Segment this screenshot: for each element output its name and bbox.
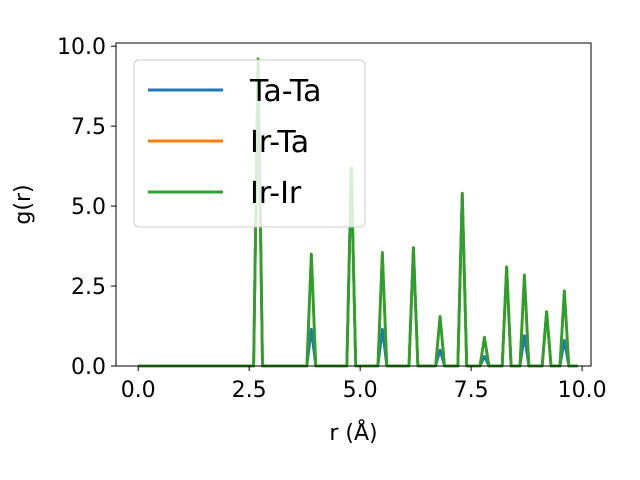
plot-frame [115, 42, 592, 367]
legend-label-1: Ir-Ta [250, 125, 309, 160]
y-tick-label: 10.0 [57, 35, 106, 60]
x-axis-title: r (Å) [329, 419, 377, 446]
x-tick-label: 5.0 [343, 378, 378, 403]
y-tick-label: 7.5 [71, 115, 106, 140]
x-axis: 0.0 2.5 5.0 7.5 10.0 [121, 366, 607, 403]
legend-label-0: Ta-Ta [249, 74, 322, 109]
x-tick-label: 7.5 [454, 378, 489, 403]
y-tick-label: 5.0 [71, 195, 106, 220]
legend-label-2: Ir-Ir [250, 176, 302, 211]
y-tick-label: 0.0 [71, 355, 106, 380]
y-axis-title: g(r) [11, 184, 36, 224]
x-tick-label: 10.0 [558, 378, 607, 403]
legend-box [133, 59, 366, 228]
x-tick-label: 2.5 [232, 378, 267, 403]
y-tick-label: 2.5 [71, 275, 106, 300]
legend: Ta-Ta Ir-Ta Ir-Ir [133, 59, 366, 228]
x-tick-label: 0.0 [121, 378, 156, 403]
y-axis: 0.0 2.5 5.0 7.5 10.0 [57, 35, 116, 380]
